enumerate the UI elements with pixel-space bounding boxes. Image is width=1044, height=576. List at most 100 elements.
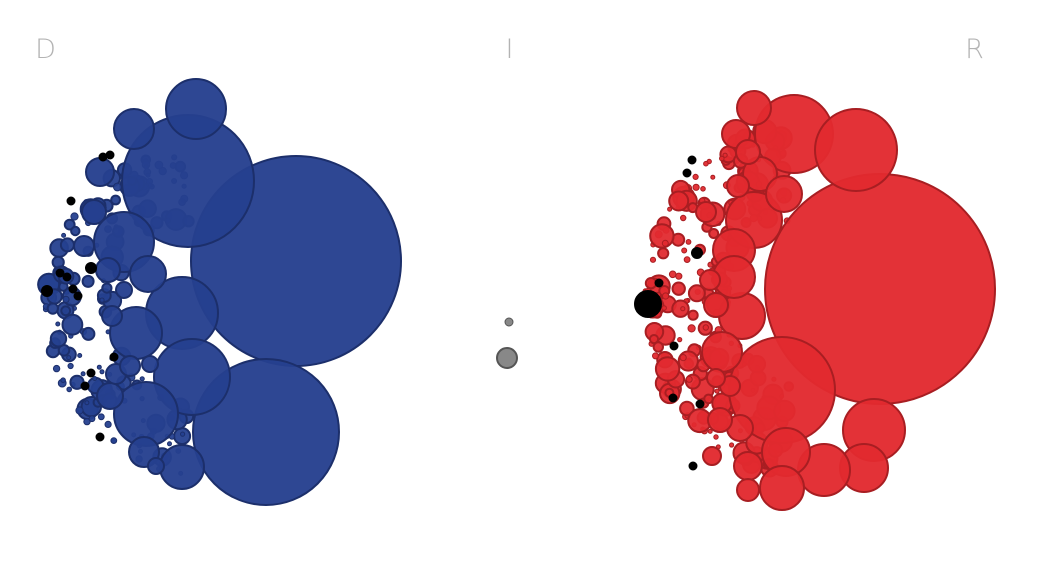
bubble-small <box>81 274 95 288</box>
bubble-highlight <box>95 432 105 442</box>
bubble-large <box>113 108 155 150</box>
bubble-small <box>88 415 96 423</box>
bubble-large <box>706 368 726 388</box>
bubble-small <box>66 386 72 393</box>
bubble-small <box>75 406 84 415</box>
bubble-small <box>685 375 693 383</box>
bubble-small <box>702 324 709 331</box>
bubble-large <box>701 331 743 373</box>
bubble-small <box>687 324 696 333</box>
bubble-small <box>680 306 686 312</box>
bubble-small <box>62 295 70 303</box>
bubble-highlight <box>688 461 698 471</box>
bubble-small <box>66 355 72 361</box>
bubble-small <box>652 341 664 353</box>
bubble-highlight <box>66 196 76 206</box>
bubble-small <box>722 152 728 158</box>
bubble-small <box>700 186 706 192</box>
bubble-small <box>46 302 59 315</box>
bubble-large <box>695 201 717 223</box>
bubble-small <box>657 247 670 260</box>
bubble-large <box>129 255 167 293</box>
bubble-large <box>81 199 107 225</box>
bubble-highlight <box>105 150 115 160</box>
bubble-highlight <box>687 155 697 165</box>
bubble-small <box>99 297 105 303</box>
bubble-highlight <box>73 291 83 301</box>
bubble-small <box>687 284 706 303</box>
bubble-small <box>683 256 691 264</box>
bubble-highlight <box>668 393 678 403</box>
bubble-highlight <box>85 262 97 274</box>
bubble-small <box>679 354 687 362</box>
bubble-small <box>67 362 74 370</box>
bubble-large <box>96 382 124 410</box>
bubble-small <box>97 413 105 421</box>
bubble-small <box>92 376 98 381</box>
bubble-large <box>736 478 760 502</box>
bubble-large <box>85 157 115 187</box>
bubble-large <box>707 407 733 433</box>
bubble-small <box>661 305 667 311</box>
bubble-small <box>60 377 66 384</box>
bubble-group-r <box>634 90 996 511</box>
bubble-small <box>99 369 105 375</box>
bubble-small <box>719 155 725 162</box>
bubble-small <box>668 270 677 279</box>
bubble-small <box>167 441 172 447</box>
bubble-highlight <box>62 272 72 282</box>
bubble-small <box>504 317 514 327</box>
bubble-small <box>714 388 720 394</box>
bubble-large <box>115 281 133 299</box>
bubble-large <box>765 175 803 213</box>
bubble-small <box>77 353 83 358</box>
bubble-highlight <box>68 284 78 294</box>
bubble-small <box>671 281 686 296</box>
bubble-small <box>139 376 145 382</box>
bubble-small <box>61 313 84 336</box>
group-label-r: R <box>965 34 985 65</box>
bubble-small <box>707 428 713 434</box>
bubble-large <box>147 457 165 475</box>
bubble-highlight <box>109 352 119 362</box>
bubble-large <box>736 90 772 126</box>
bubble-highlight <box>86 368 96 378</box>
bubble-large <box>699 269 721 291</box>
bubble-small <box>662 292 670 300</box>
bubble-small <box>654 356 681 382</box>
bubble-highlight <box>654 278 664 288</box>
bubble-small <box>70 225 81 237</box>
bubble-small <box>680 214 687 222</box>
group-labels: D I R <box>35 34 985 65</box>
bubble-small <box>703 160 709 167</box>
bubble-small <box>648 334 660 345</box>
bubble-small <box>70 212 79 221</box>
bubble-large <box>192 358 340 506</box>
bubble-small <box>104 420 112 428</box>
bubble-small <box>675 272 683 280</box>
bubble-large <box>702 446 722 466</box>
bubble-highlight <box>682 168 692 178</box>
bubble-small <box>84 400 90 406</box>
bubble-large <box>73 235 95 257</box>
bubble-small <box>677 350 699 372</box>
group-label-d: D <box>35 34 57 65</box>
bubble-small <box>708 228 720 239</box>
bubble-small <box>83 417 91 426</box>
bubble-small <box>52 364 61 373</box>
bubble-large <box>735 139 761 165</box>
bubble-small <box>55 321 61 327</box>
bubble-large <box>119 355 141 377</box>
bubble-small <box>687 309 699 321</box>
bubble-small <box>61 232 67 238</box>
bubble-large <box>759 465 805 511</box>
bubble-small <box>81 326 96 341</box>
bubble-small <box>661 239 669 247</box>
bubble-small <box>96 364 102 370</box>
bubble-large <box>141 355 159 373</box>
bubble-small <box>49 330 68 348</box>
bubble-small <box>729 442 735 448</box>
bubble-small <box>668 190 690 212</box>
bubble-small <box>667 206 673 212</box>
